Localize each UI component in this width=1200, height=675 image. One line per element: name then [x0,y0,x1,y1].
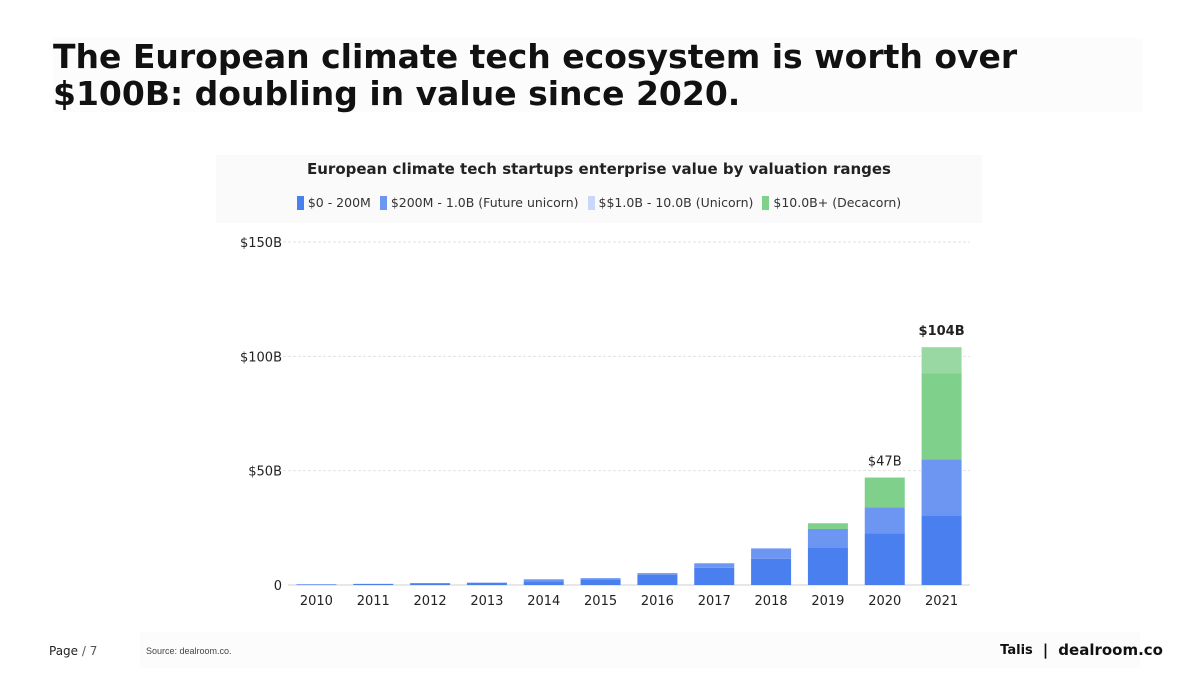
bar-segment [523,581,564,585]
x-tick-label: 2021 [925,594,958,609]
x-tick-label: 2019 [811,594,844,609]
source-note: Source: dealroom.co. [146,646,232,656]
x-tick-label: 2016 [641,594,674,609]
chart-legend: $0 - 200M $200M - 1.0B (Future unicorn) … [216,195,982,210]
bar-segment [410,583,451,585]
bar-segment [466,582,507,585]
bar-segment [637,573,678,575]
bar-segment [921,515,962,585]
x-tick-label: 2018 [755,594,788,609]
bar-segment [807,528,848,548]
y-tick-label: $150B [240,236,282,251]
legend-item-future-unicorn[interactable]: $200M - 1.0B (Future unicorn) [379,195,579,210]
bar-segment [921,459,962,516]
x-tick-label: 2014 [527,594,560,609]
bar-segment [751,558,792,585]
page-label: Page [49,644,79,658]
bar-segment [921,347,962,374]
legend-item-unicorn[interactable]: $$1.0B - 10.0B (Unicorn) [587,195,754,210]
page-count: / 7 [81,644,98,658]
bar-segment [523,579,564,582]
bar-segment [864,507,905,534]
bar-segment [296,584,337,585]
legend-item-decacorn[interactable]: $10.0B+ (Decacorn) [762,195,901,210]
x-tick-label: 2011 [357,594,390,609]
bar-segment [580,579,621,585]
bar-segment [580,578,621,580]
legend-swatch [587,195,595,210]
bar-segment [807,523,848,529]
x-tick-label: 2012 [414,594,447,609]
chart-title: European climate tech startups enterpris… [307,160,891,178]
y-tick-label: $100B [240,350,282,365]
total-label: $47B [868,455,902,470]
legend-label: $200M - 1.0B (Future unicorn) [390,195,579,210]
x-tick-label: 2015 [584,594,617,609]
bar-segment [807,547,848,585]
legend-item-0-200m[interactable]: $0 - 200M [296,195,371,210]
legend-swatch [296,195,304,210]
bar-segment [864,477,905,508]
bar-segment [751,548,792,559]
legend-swatch [379,195,387,210]
bar-segment [353,583,394,585]
bar-segment [694,567,735,585]
talis-logo: Talis [1000,642,1033,658]
x-tick-label: 2010 [300,594,333,609]
legend-label: $0 - 200M [307,195,371,210]
footer-band [140,632,1140,668]
legend-label: $10.0B+ (Decacorn) [773,195,902,210]
bar-segment [694,563,735,568]
legend-swatch [762,195,770,210]
x-tick-label: 2020 [868,594,901,609]
bar-segment [864,533,905,585]
page-number: Page / 7 [49,644,97,658]
dealroom-logo: dealroom.co [1058,641,1163,659]
chart-header: European climate tech startups enterpris… [216,155,982,223]
x-tick-label: 2013 [470,594,503,609]
page-title: The European climate tech ecosystem is w… [53,38,1143,112]
brand-logos: Talis | dealroom.co [1000,641,1163,659]
brand-separator: | [1042,641,1049,659]
y-tick-label: $50B [248,465,282,480]
bar-segment [637,574,678,585]
x-tick-label: 2017 [698,594,731,609]
y-tick-label: 0 [274,579,282,594]
total-label: $104B [919,324,965,339]
legend-label: $$1.0B - 10.0B (Unicorn) [598,195,754,210]
bar-segment [921,373,962,460]
